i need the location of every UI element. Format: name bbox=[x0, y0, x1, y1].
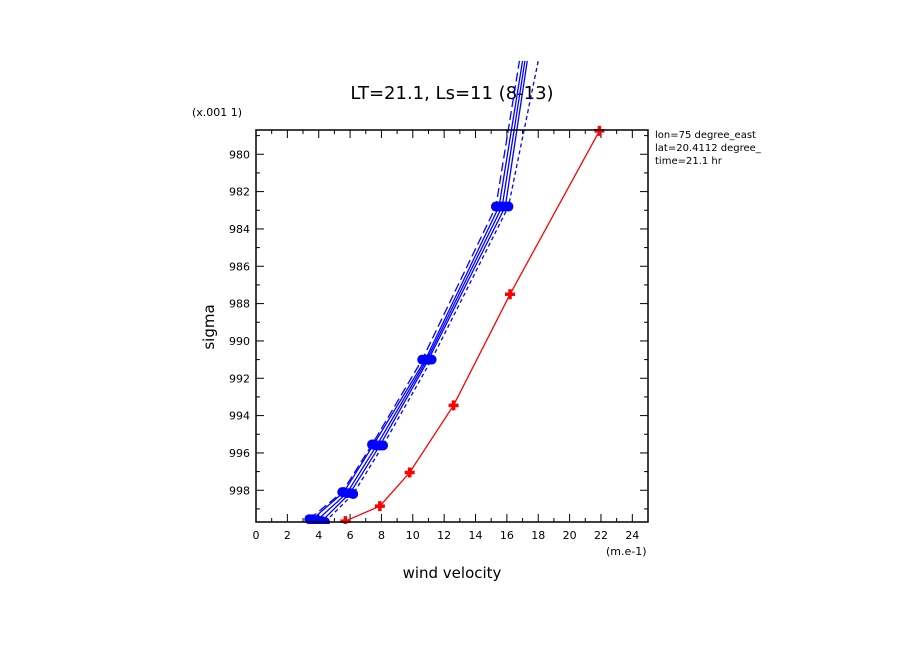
y-tick-label: 982 bbox=[229, 186, 250, 199]
data-point-marker bbox=[378, 440, 389, 451]
data-point-marker bbox=[505, 289, 516, 300]
y-tick-label: 994 bbox=[229, 410, 250, 423]
y-tick-label: 992 bbox=[229, 372, 250, 385]
y-axis-label: sigma bbox=[200, 304, 218, 349]
y-tick-label: 998 bbox=[229, 484, 250, 497]
x-tick-label: 4 bbox=[315, 529, 322, 542]
data-point-marker bbox=[503, 201, 514, 212]
x-tick-label: 12 bbox=[437, 529, 451, 542]
y-tick-label: 988 bbox=[229, 298, 250, 311]
axes-group: 0 2 4 6 8 10 12 14 16 18 20 22 249809829849869889909… bbox=[229, 130, 649, 542]
y-tick-label: 990 bbox=[229, 335, 250, 348]
series-group bbox=[304, 60, 605, 524]
series-line bbox=[345, 130, 600, 522]
data-point-marker bbox=[448, 400, 459, 411]
data-point-marker bbox=[426, 354, 437, 365]
data-point-marker bbox=[340, 516, 351, 524]
y-tick-label: 984 bbox=[229, 223, 250, 236]
x-tick-label: 0 bbox=[253, 529, 260, 542]
plot-frame bbox=[255, 129, 649, 523]
data-point-marker bbox=[594, 125, 605, 136]
data-point-marker bbox=[367, 439, 378, 450]
x-tick-label: 8 bbox=[378, 529, 385, 542]
x-tick-label: 10 bbox=[406, 529, 420, 542]
x-tick-label: 20 bbox=[563, 529, 577, 542]
data-point-marker bbox=[374, 501, 385, 512]
x-tick-label: 14 bbox=[469, 529, 483, 542]
annotation-time: time=21.1 hr bbox=[655, 156, 723, 167]
x-tick-label: 24 bbox=[625, 529, 639, 542]
data-point-marker bbox=[417, 354, 428, 365]
y-tick-label: 996 bbox=[229, 447, 250, 460]
x-unit-label: (m.e-1) bbox=[606, 545, 647, 558]
annotation-lon: lon=75 degree_east bbox=[655, 130, 756, 141]
data-point-marker bbox=[490, 201, 501, 212]
x-tick-label: 6 bbox=[347, 529, 354, 542]
annotation-lat: lat=20.4112 degree_ bbox=[655, 143, 762, 154]
x-tick-label: 16 bbox=[500, 529, 514, 542]
y-tick-label: 980 bbox=[229, 148, 250, 161]
y-tick-label: 986 bbox=[229, 260, 250, 273]
series-line bbox=[312, 60, 524, 520]
x-axis-label: wind velocity bbox=[403, 564, 502, 582]
x-tick-label: 18 bbox=[531, 529, 545, 542]
data-point-marker bbox=[337, 487, 348, 498]
chart-title: LT=21.1, Ls=11 (8-13) bbox=[350, 83, 553, 104]
data-point-marker bbox=[404, 467, 415, 478]
series-line bbox=[308, 60, 521, 520]
series-line bbox=[316, 60, 526, 521]
x-tick-label: 22 bbox=[594, 529, 608, 542]
data-point-marker bbox=[348, 489, 359, 499]
x-tick-label: 2 bbox=[284, 529, 291, 542]
y-unit-label: (x.001 1) bbox=[192, 106, 242, 119]
